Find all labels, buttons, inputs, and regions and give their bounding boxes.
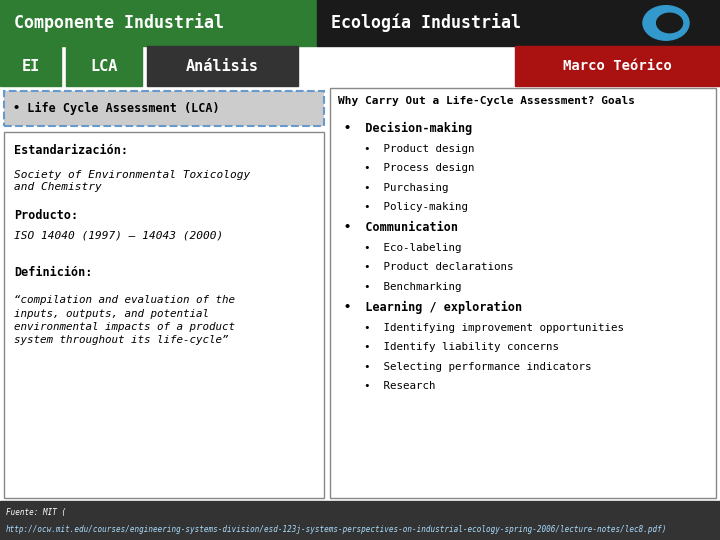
Text: Why Carry Out a Life-Cycle Assessment? Goals: Why Carry Out a Life-Cycle Assessment? G…	[338, 96, 636, 106]
Text: •  Benchmarking: • Benchmarking	[364, 282, 461, 292]
Text: •  Process design: • Process design	[364, 163, 474, 173]
Bar	[0, 46, 61, 86]
Text: “compilation and evaluation of the
inputs, outputs, and potential
environmental : “compilation and evaluation of the input…	[14, 295, 235, 345]
Bar	[317, 0, 619, 46]
Text: •  Product declarations: • Product declarations	[364, 262, 513, 273]
Text: Producto:: Producto:	[14, 209, 78, 222]
Bar	[619, 0, 720, 46]
Text: EI: EI	[22, 59, 40, 73]
Text: Fuente: MIT (: Fuente: MIT (	[6, 508, 66, 516]
Text: •  Product design: • Product design	[364, 144, 474, 154]
Text: ISO 14040 (1997) – 14043 (2000): ISO 14040 (1997) – 14043 (2000)	[14, 231, 224, 241]
Text: Estandarización:: Estandarización:	[14, 144, 128, 157]
Text: http://ocw.mit.edu/courses/engineering-systems-division/esd-123j-systems-perspec: http://ocw.mit.edu/courses/engineering-s…	[6, 525, 667, 534]
Text: •  Identifying improvement opportunities: • Identifying improvement opportunities	[364, 323, 624, 333]
Text: •  Identify liability concerns: • Identify liability concerns	[364, 342, 559, 353]
Text: •  Eco-labeling: • Eco-labeling	[364, 243, 461, 253]
Bar	[66, 46, 142, 86]
Text: Análisis: Análisis	[186, 59, 259, 73]
Text: •  Purchasing: • Purchasing	[364, 183, 448, 193]
Text: •  Selecting performance indicators: • Selecting performance indicators	[364, 362, 591, 372]
Text: •  Decision-making: • Decision-making	[344, 122, 472, 135]
Bar	[330, 88, 716, 498]
Text: Society of Environmental Toxicology
and Chemistry: Society of Environmental Toxicology and …	[14, 170, 251, 192]
Text: Marco Teórico: Marco Teórico	[563, 59, 672, 73]
Text: • Life Cycle Assessment (LCA): • Life Cycle Assessment (LCA)	[13, 102, 220, 115]
Text: Definición:: Definición:	[14, 266, 93, 279]
Circle shape	[657, 13, 683, 33]
Text: •  Policy-making: • Policy-making	[364, 202, 467, 212]
Bar	[0, 501, 720, 540]
Text: Componente Industrial: Componente Industrial	[14, 14, 225, 32]
Text: LCA: LCA	[90, 59, 118, 73]
Text: •  Research: • Research	[364, 381, 435, 391]
Bar	[4, 91, 324, 126]
Text: •  Communication: • Communication	[344, 221, 458, 234]
Bar	[147, 46, 298, 86]
Text: •  Learning / exploration: • Learning / exploration	[344, 301, 522, 314]
Bar	[0, 0, 317, 46]
Text: Ecología Industrial: Ecología Industrial	[331, 14, 521, 32]
Bar	[515, 46, 720, 86]
Bar	[4, 132, 324, 498]
Circle shape	[643, 6, 689, 40]
